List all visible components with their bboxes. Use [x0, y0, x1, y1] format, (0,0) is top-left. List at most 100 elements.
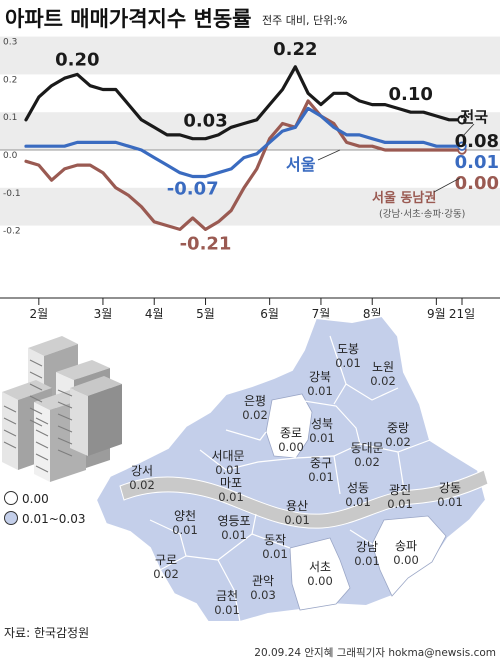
district-name: 마포 [220, 476, 242, 490]
district-name: 도봉 [337, 342, 359, 356]
district-name: 강남 [356, 540, 378, 554]
district-name: 강북 [309, 370, 331, 384]
annotation-label: 0.22 [273, 39, 317, 60]
series-line-2 [24, 99, 464, 231]
district-value: 0.01 [284, 513, 310, 527]
end-label-name: 전국 [460, 108, 488, 126]
district-value: 0.01 [345, 495, 371, 509]
x-tick-label: 2월 [29, 307, 48, 321]
legend-label-zero: 0.00 [22, 492, 49, 506]
district-value: 0.02 [370, 374, 396, 388]
district-value: 0.02 [385, 435, 411, 449]
annotation-label: -0.07 [167, 178, 219, 199]
district-name: 관악 [252, 574, 274, 588]
legend-label-positive: 0.01~0.03 [22, 512, 86, 526]
y-axis-ticks: 0.3 0.2 0.1 0.0 -0.1 -0.2 [3, 38, 21, 237]
end-labels: 전국 0.08 서울 0.01 서울 동남권 0.00 (강남·서초·송파·강동) [286, 108, 499, 220]
x-tick-label: 4월 [145, 307, 164, 321]
credit-line: 20.09.24 안지혜 그래픽기자 hokma@newsis.com [254, 647, 496, 659]
district-name: 광진 [389, 483, 411, 497]
y-tick-label: 0.3 [3, 38, 17, 48]
district-name: 성동 [347, 481, 369, 495]
end-label-leader [317, 149, 341, 161]
district-value: 0.01 [214, 603, 240, 617]
district-name: 중구 [310, 456, 332, 470]
x-tick-label: 3월 [94, 307, 113, 321]
x-tick-label: 9월 [427, 307, 446, 321]
series-line-0 [24, 65, 464, 141]
district-shape-seocho [289, 537, 351, 611]
district-shape-jongno [265, 393, 313, 459]
district-value: 0.01 [437, 495, 463, 509]
series-lines [24, 65, 467, 231]
district-value: 0.00 [393, 553, 419, 567]
y-tick-label: 0.0 [3, 151, 18, 161]
x-tick-label: 5월 [196, 307, 215, 321]
legend-swatch-positive [4, 511, 18, 525]
district-value: 0.01 [309, 431, 335, 445]
series-line-1 [24, 106, 464, 179]
series-end-marker-0 [457, 115, 467, 125]
district-value: 0.01 [335, 356, 361, 370]
district-name: 금천 [216, 588, 238, 603]
district-value: 0.02 [354, 455, 380, 469]
district-name: 구로 [155, 553, 177, 567]
district-value: 0.01 [215, 463, 241, 477]
series-end-marker-1 [457, 141, 467, 151]
x-axis: 2월 3월 4월 5월 6월 7월 8월 9월 21일 [0, 297, 500, 321]
district-name: 송파 [395, 539, 417, 553]
district-value: 0.01 [387, 497, 413, 511]
district-value: 0.01 [308, 470, 334, 484]
end-label-leader [462, 123, 475, 137]
chart-title: 아파트 매매가격지수 변동률 [5, 7, 251, 31]
seoul-map: 도봉0.01 노원0.02강북0.01은평0.02성북0.01중랑0.02종로0.… [94, 314, 489, 623]
district-value: 0.02 [129, 478, 155, 492]
district-name: 양천 [174, 508, 196, 523]
district-borders [149, 335, 431, 623]
map-legend: 0.00 0.01~0.03 [4, 491, 86, 526]
district-name: 종로 [280, 426, 302, 440]
district-name: 동작 [264, 533, 286, 547]
district-name: 영등포 [217, 514, 250, 528]
district-shape-songpa [371, 515, 447, 597]
district-value: 0.01 [354, 554, 380, 568]
district-value: 0.02 [242, 408, 268, 422]
annotation-label: 0.03 [183, 111, 227, 132]
district-name: 서대문 [211, 449, 244, 463]
y-tick-label: 0.1 [3, 113, 17, 123]
annotation-label: 0.20 [55, 49, 99, 70]
x-tick-label: 21일 [449, 307, 475, 321]
grid-band-0 [0, 36, 500, 75]
end-label-value: 0.00 [455, 173, 499, 194]
end-label-leader [433, 177, 461, 193]
district-value: 0.03 [250, 588, 276, 602]
district-name: 중랑 [387, 421, 409, 435]
district-value: 0.02 [153, 567, 179, 581]
district-name: 성북 [311, 417, 333, 431]
district-value: 0.01 [221, 528, 247, 542]
y-tick-label: -0.1 [3, 189, 21, 199]
annotations: 0.20 0.03 0.22 0.10 -0.07 -0.21 [55, 39, 433, 255]
annotation-label: -0.21 [180, 233, 232, 254]
southeast-note: (강남·서초·송파·강동) [379, 209, 465, 220]
end-label-value: 0.01 [455, 152, 499, 173]
x-tick-label: 6월 [260, 307, 279, 321]
y-tick-label: 0.2 [3, 75, 17, 85]
grid-band-2 [0, 187, 500, 226]
district-name: 은평 [244, 394, 266, 408]
chart-background-bands [0, 36, 500, 226]
district-name: 동대문 [350, 441, 383, 455]
source-note: 자료: 한국감정원 [4, 626, 89, 640]
district-value: 0.00 [278, 440, 304, 454]
end-label-value: 0.08 [455, 131, 499, 152]
apartment-buildings-icon [2, 336, 122, 482]
end-label-name: 서울 [286, 155, 316, 174]
district-labels: 도봉0.01 노원0.02강북0.01은평0.02성북0.01중랑0.02종로0.… [129, 342, 463, 617]
district-name: 서초 [309, 560, 331, 574]
annotation-label: 0.10 [388, 84, 432, 105]
district-name: 강서 [131, 464, 153, 478]
district-value: 0.01 [262, 547, 288, 561]
chart-subtitle: 전주 대비, 단위:% [262, 14, 347, 27]
